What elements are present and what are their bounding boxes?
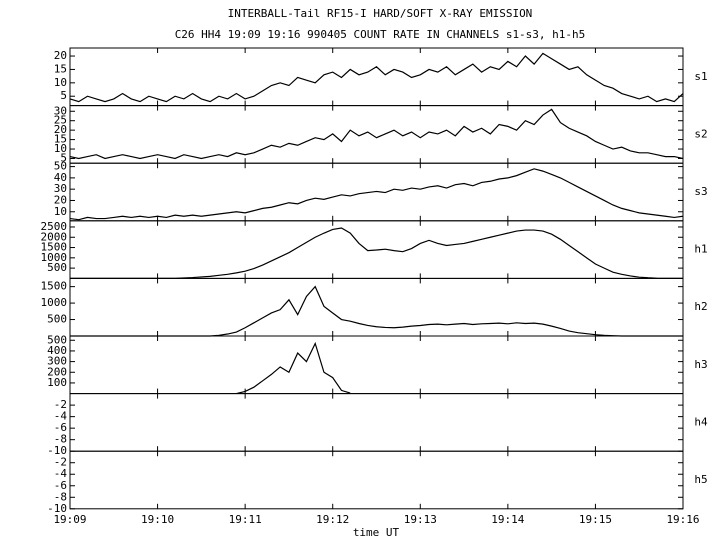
y-tick-label: -6 <box>54 479 67 492</box>
y-tick-label: 40 <box>54 171 67 184</box>
panel-frame <box>69 105 684 164</box>
y-tick-label: 1000 <box>41 251 68 264</box>
y-tick-label: 400 <box>47 344 67 357</box>
panel-label: s3 <box>694 185 707 198</box>
data-line <box>69 52 684 103</box>
panel-label: s1 <box>694 70 707 83</box>
data-line <box>69 168 684 221</box>
x-tick-label: 19:09 <box>53 513 86 526</box>
chart-subtitle: C26 HH4 19:09 19:16 990405 COUNT RATE IN… <box>175 28 586 41</box>
y-tick-label: 1000 <box>41 296 68 309</box>
y-tick-label: 500 <box>47 261 67 274</box>
y-tick-label: -10 <box>47 444 67 457</box>
panel-frame <box>69 335 684 395</box>
x-tick-label: 19:13 <box>404 513 437 526</box>
y-tick-label: 20 <box>54 49 67 62</box>
y-tick-label: 20 <box>54 193 67 206</box>
y-tick-label: 30 <box>54 182 67 195</box>
y-tick-label: -8 <box>54 433 67 446</box>
y-tick-label: -8 <box>54 490 67 503</box>
data-line <box>69 108 684 160</box>
y-tick-label: -6 <box>54 421 67 434</box>
x-tick-label: 19:15 <box>579 513 612 526</box>
y-tick-label: 5 <box>60 151 67 164</box>
y-tick-label: 5 <box>60 89 67 102</box>
data-line <box>70 285 683 337</box>
y-tick-label: -4 <box>54 467 68 480</box>
panel-frame <box>69 450 684 510</box>
y-tick-label: 15 <box>54 133 67 146</box>
panel-label: h4 <box>694 415 708 428</box>
panel-label: s2 <box>694 127 707 140</box>
y-tick-label: -2 <box>54 398 67 411</box>
y-tick-label: 15 <box>54 62 67 75</box>
x-axis-label: time UT <box>353 526 400 539</box>
y-tick-label: 300 <box>47 355 67 368</box>
panel-label: h5 <box>694 473 707 486</box>
panel-label: h2 <box>694 300 707 313</box>
y-tick-label: 1500 <box>41 241 68 254</box>
y-tick-label: 200 <box>47 365 67 378</box>
y-tick-label: 2500 <box>41 220 68 233</box>
x-tick-label: 19:11 <box>229 513 262 526</box>
y-tick-label: 500 <box>47 333 67 346</box>
panel-frame <box>69 393 684 452</box>
panel-label: h1 <box>694 243 707 256</box>
data-line <box>236 341 351 395</box>
y-tick-label: 1500 <box>41 280 68 293</box>
y-tick-label: -10 <box>47 502 67 515</box>
y-tick-label: 500 <box>47 313 67 326</box>
x-tick-label: 19:12 <box>316 513 349 526</box>
chart-title: INTERBALL-Tail RF15-I HARD/SOFT X-RAY EM… <box>228 7 533 20</box>
x-tick-label: 19:14 <box>491 513 524 526</box>
y-tick-label: -4 <box>54 410 68 423</box>
panel-label: h3 <box>694 358 707 371</box>
y-tick-label: 10 <box>54 142 67 155</box>
y-tick-label: 10 <box>54 76 67 89</box>
y-tick-label: 10 <box>54 205 67 218</box>
y-tick-label: 2000 <box>41 230 68 243</box>
y-tick-label: 50 <box>54 160 67 173</box>
y-tick-label: 100 <box>47 376 67 389</box>
x-tick-label: 19:10 <box>141 513 174 526</box>
y-tick-label: -2 <box>54 456 67 469</box>
y-tick-label: 30 <box>54 104 67 117</box>
data-line <box>70 227 683 279</box>
y-tick-label: 25 <box>54 114 67 127</box>
x-tick-label: 19:16 <box>666 513 699 526</box>
y-tick-label: 20 <box>54 123 67 136</box>
